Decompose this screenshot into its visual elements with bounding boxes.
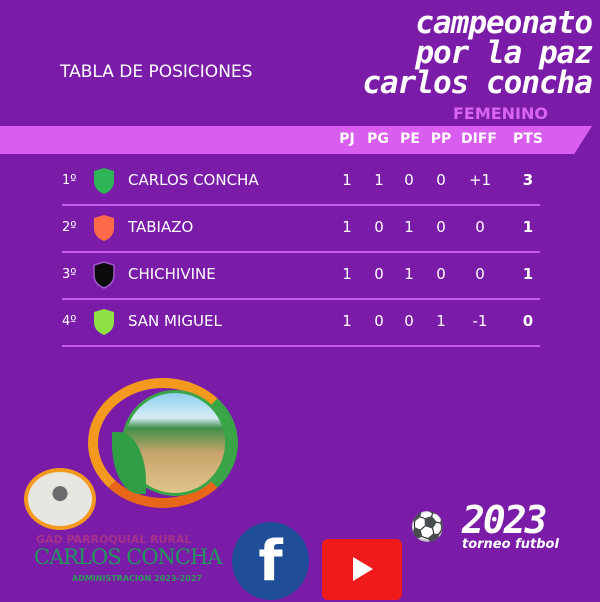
team-name: CHICHIVINE (128, 265, 216, 283)
col-pg: PG (367, 131, 389, 147)
table-row: 3º CHICHIVINE 1 0 1 0 0 1 (0, 261, 600, 313)
gad-line1: GAD PARROQUIAL RURAL (36, 533, 192, 546)
category-label: FEMENINO (452, 104, 548, 123)
position: 2º (62, 220, 77, 235)
row-divider (62, 345, 540, 347)
stat-pts: 0 (522, 312, 534, 330)
stat-pg: 0 (374, 218, 384, 236)
col-pts: PTS (513, 131, 543, 147)
stat-pts: 3 (522, 171, 534, 189)
position: 4º (62, 314, 77, 329)
stat-pe: 0 (404, 312, 414, 330)
stat-diff: 0 (475, 265, 485, 283)
position: 3º (62, 267, 77, 282)
stat-pj: 1 (342, 312, 352, 330)
team-shield-icon (94, 168, 114, 194)
col-pp: PP (430, 131, 452, 147)
row-divider (62, 204, 540, 206)
team-name: TABIAZO (128, 218, 194, 236)
title-line-2: por la paz (415, 35, 593, 71)
youtube-icon[interactable] (322, 539, 402, 600)
table-row: 1º CARLOS CONCHA 1 1 0 0 +1 3 (0, 168, 600, 219)
gad-line2: CARLOS CONCHA (34, 545, 222, 569)
team-shield-icon (94, 215, 114, 241)
stat-pts: 1 (522, 265, 534, 283)
team-shield-icon (94, 309, 114, 335)
player-kick-icon: ⚽ (410, 510, 445, 543)
stat-pj: 1 (342, 218, 352, 236)
stat-pe: 1 (404, 218, 414, 236)
team-shield-icon (93, 261, 115, 289)
team-name: SAN MIGUEL (128, 312, 222, 330)
position: 1º (62, 173, 77, 188)
col-diff: DIFF (461, 131, 497, 147)
gad-logo-ring (88, 378, 238, 508)
gad-line3: ADMINISTRACION 2023-2027 (72, 574, 202, 583)
facebook-icon[interactable]: f (232, 522, 309, 600)
stat-pj: 1 (342, 265, 352, 283)
stat-pp: 1 (436, 312, 446, 330)
row-divider (62, 251, 540, 253)
stat-pg: 0 (374, 312, 384, 330)
stat-pe: 1 (404, 265, 414, 283)
portrait-photo (24, 468, 96, 530)
stat-pp: 0 (436, 265, 446, 283)
stat-pe: 0 (404, 171, 414, 189)
column-header-band (0, 126, 592, 154)
table-row: 4º SAN MIGUEL 1 0 0 1 -1 0 (0, 309, 600, 360)
title-line-3: carlos concha (362, 65, 593, 101)
col-pe: PE (400, 131, 420, 147)
stat-pp: 0 (436, 171, 446, 189)
stat-diff: 0 (475, 218, 485, 236)
tournament-tagline: torneo futbol (462, 537, 559, 552)
team-name: CARLOS CONCHA (128, 171, 259, 189)
tournament-year: 2023 (462, 498, 548, 542)
table-row: 2º TABIAZO 1 0 1 0 0 1 (0, 215, 600, 266)
row-divider (62, 298, 540, 300)
stat-pts: 1 (522, 218, 534, 236)
stat-pp: 0 (436, 218, 446, 236)
col-pj: PJ (339, 131, 355, 147)
stat-diff: +1 (468, 171, 492, 189)
title-line-1: campeonato (415, 5, 593, 41)
stat-pg: 1 (374, 171, 384, 189)
stat-pg: 0 (374, 265, 384, 283)
stat-pj: 1 (342, 171, 352, 189)
stat-diff: -1 (472, 312, 488, 330)
page-subtitle: TABLA DE POSICIONES (60, 62, 253, 82)
